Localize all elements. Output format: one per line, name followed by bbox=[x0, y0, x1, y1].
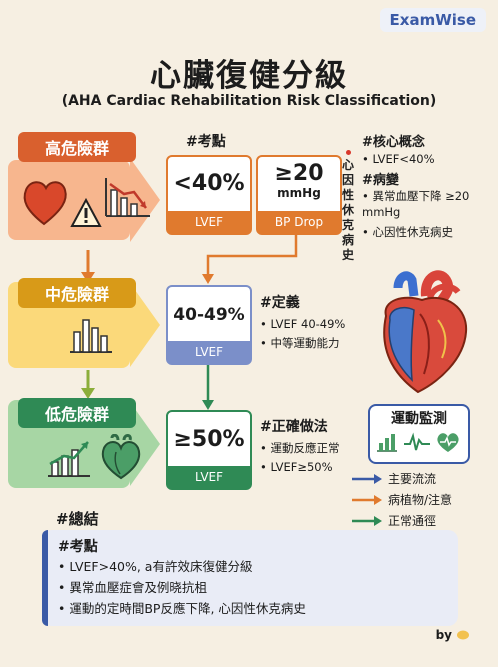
bp-drop-label: BP Drop bbox=[258, 211, 340, 233]
lvef-mid-box: 40-49% LVEF bbox=[166, 285, 252, 365]
anatomical-heart-image bbox=[383, 270, 468, 394]
monitor-box: 運動監測 bbox=[368, 404, 470, 464]
vertical-note-text: 心因性休克病史 bbox=[341, 158, 354, 262]
hand-logo-icon bbox=[457, 630, 469, 640]
correct-practice-tag: #正確做法 bbox=[260, 419, 328, 435]
rising-chart-icon bbox=[48, 441, 90, 477]
green-heart-icon bbox=[101, 434, 141, 480]
legend-item-attention: 病植物/注意 bbox=[352, 491, 492, 508]
tier-high: 高危險群 bbox=[8, 128, 168, 250]
lesion-item-1: • 異常血壓下降 ≥20 mmHg bbox=[362, 189, 470, 219]
vertical-note: 心因性休克病史 bbox=[340, 150, 356, 263]
summary-accent-bar bbox=[42, 530, 48, 626]
bp-drop-value: ≥20 bbox=[274, 161, 324, 186]
bp-drop-unit: mmHg bbox=[277, 186, 321, 200]
tier-mid-label: 中危險群 bbox=[18, 278, 136, 308]
tier-mid: 中危險群 bbox=[8, 278, 168, 370]
definition-item-2: • 中等運動能力 bbox=[260, 336, 340, 350]
definition-item-1: • LVEF 40-49% bbox=[260, 317, 346, 331]
legend-item-main: 主要流流 bbox=[352, 470, 492, 487]
lvef-mid-label: LVEF bbox=[168, 341, 250, 363]
legend-item-normal: 正常通徑 bbox=[352, 512, 492, 529]
tier-high-label: 高危險群 bbox=[18, 132, 136, 162]
heart-pulse-icon bbox=[437, 433, 459, 452]
definition-tag: #定義 bbox=[260, 295, 300, 311]
summary-item-3: • 運動的定時間BP反應下降, 心因性休克病史 bbox=[58, 601, 306, 616]
brand-badge: ExamWise bbox=[379, 8, 486, 32]
legend: 主要流流 病植物/注意 正常通徑 bbox=[352, 470, 492, 529]
tier-low: 低危險群 bbox=[8, 398, 168, 490]
summary-box: #考點 • LVEF>40%, a有許效床復健分級 • 異常血壓症會及例晓抗柤 … bbox=[42, 530, 458, 626]
footer-by: by bbox=[435, 628, 452, 642]
green-arrow-icon bbox=[352, 515, 382, 526]
lvef-low-box: ≥50% LVEF bbox=[166, 410, 252, 490]
lesion-tag: #病變 bbox=[362, 173, 399, 188]
lvef-high-label: LVEF bbox=[168, 211, 250, 233]
footer-credit: by bbox=[436, 628, 470, 642]
core-item-1: • LVEF<40% bbox=[362, 152, 435, 166]
declining-chart-icon bbox=[105, 178, 150, 217]
correct-item-1: • 運動反應正常 bbox=[260, 441, 340, 455]
monitor-bar-chart-icon bbox=[377, 434, 397, 452]
orange-arrow-icon bbox=[352, 494, 382, 505]
lesion-item-2: • 心因性休克病史 bbox=[362, 225, 453, 239]
page-subtitle: (AHA Cardiac Rehabilitation Risk Classif… bbox=[61, 93, 437, 109]
summary-item-2: • 異常血壓症會及例晓抗柤 bbox=[58, 580, 207, 595]
page-title: 心臟復健分級 bbox=[150, 58, 348, 94]
exam-points-tag: #考點 bbox=[186, 134, 226, 150]
definition: #定義 • LVEF 40-49% • 中等運動能力 bbox=[260, 292, 370, 353]
summary-tag: #總結 bbox=[56, 510, 99, 528]
core-concept-tag: #核心概念 bbox=[362, 135, 425, 150]
lvef-low-value: ≥50% bbox=[173, 427, 245, 452]
blue-arrow-icon bbox=[352, 473, 382, 484]
red-dot-icon bbox=[345, 150, 351, 155]
lvef-mid-value: 40-49% bbox=[173, 305, 245, 325]
bp-drop-box: ≥20 mmHg BP Drop bbox=[256, 155, 342, 235]
lvef-low-label: LVEF bbox=[168, 466, 250, 488]
summary-exam-tag: #考點 bbox=[58, 539, 98, 555]
core-concept: #核心概念 • LVEF<40% #病變 • 異常血壓下降 ≥20 mmHg •… bbox=[362, 131, 492, 242]
lvef-high-value: <40% bbox=[173, 171, 245, 196]
ecg-wave-icon bbox=[404, 432, 430, 451]
monitor-title: 運動監測 bbox=[391, 411, 447, 427]
tier-high-arrow bbox=[130, 158, 160, 242]
correct-item-2: • LVEF≥50% bbox=[260, 460, 333, 474]
summary-item-1: • LVEF>40%, a有許效床復健分級 bbox=[58, 559, 253, 574]
tier-low-label: 低危險群 bbox=[18, 398, 136, 428]
lvef-high-box: <40% LVEF bbox=[166, 155, 252, 235]
correct-practice: #正確做法 • 運動反應正常 • LVEF≥50% bbox=[260, 416, 360, 477]
heart-warning-icon bbox=[23, 181, 102, 227]
bar-chart-icon bbox=[70, 319, 112, 353]
